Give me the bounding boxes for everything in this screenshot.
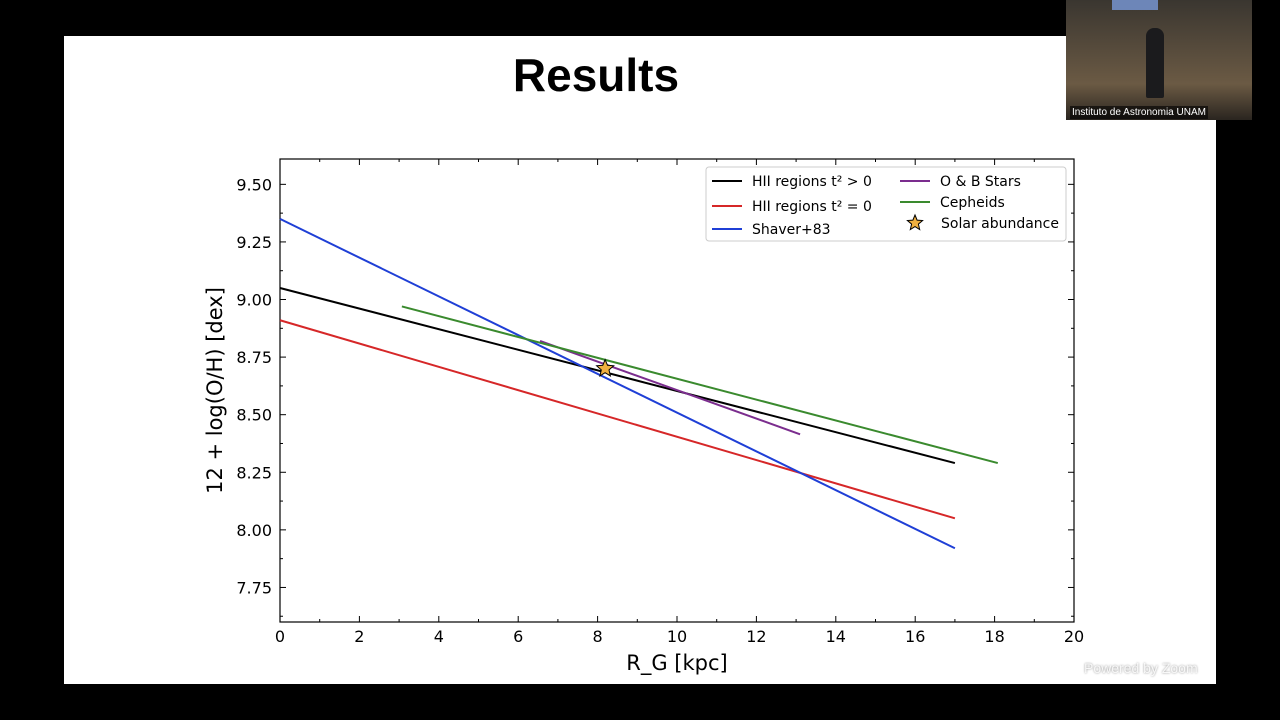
x-tick-label: 4 <box>434 627 444 646</box>
x-tick-label: 8 <box>593 627 603 646</box>
slide-title: Results <box>512 49 680 101</box>
legend-label: Solar abundance <box>941 216 1059 232</box>
series-line-1 <box>279 319 956 520</box>
y-tick-label: 8.00 <box>236 521 272 540</box>
x-tick-label: 6 <box>513 627 523 646</box>
legend-label: HII regions t² = 0 <box>752 199 872 215</box>
legend-label: O & B Stars <box>940 174 1021 190</box>
x-tick-label: 10 <box>667 627 687 646</box>
x-tick-label: 12 <box>746 627 766 646</box>
x-tick-label: 16 <box>905 627 925 646</box>
legend-label: Shaver+83 <box>752 222 831 238</box>
speaker-figure <box>1146 28 1164 98</box>
y-tick-label: 9.00 <box>236 291 272 310</box>
legend-star-icon <box>906 213 924 231</box>
legend-label: Cepheids <box>940 195 1005 211</box>
x-tick-label: 20 <box>1064 627 1084 646</box>
legend-box <box>705 166 1067 242</box>
room-screen <box>1112 0 1158 10</box>
x-axis-label: R_G [kpc] <box>626 651 727 676</box>
x-tick-label: 18 <box>984 627 1004 646</box>
slide: Results <box>64 36 1216 684</box>
y-axis-label: 12 + log(O/H) [dex] <box>203 287 227 494</box>
y-tick-label: 9.50 <box>236 175 272 194</box>
series-line-0 <box>279 287 956 465</box>
series-line-3 <box>539 340 801 436</box>
speaker-video-thumbnail[interactable]: Instituto de Astronomia UNAM <box>1066 0 1252 120</box>
y-tick-label: 8.50 <box>236 406 272 425</box>
y-tick-label: 9.25 <box>236 233 272 252</box>
y-tick-label: 8.75 <box>236 348 272 367</box>
series-line-4 <box>401 305 999 465</box>
legend-label: HII regions t² > 0 <box>752 174 872 190</box>
x-tick-label: 0 <box>275 627 285 646</box>
x-tick-label: 14 <box>826 627 846 646</box>
solar-abundance-marker <box>595 358 615 377</box>
y-tick-label: 8.25 <box>236 463 272 482</box>
series-line-2 <box>279 217 956 550</box>
video-participant-label: Instituto de Astronomia UNAM <box>1070 106 1208 119</box>
y-tick-label: 7.75 <box>236 578 272 597</box>
x-tick-label: 2 <box>354 627 364 646</box>
zoom-watermark: Powered by Zoom <box>1084 660 1198 676</box>
